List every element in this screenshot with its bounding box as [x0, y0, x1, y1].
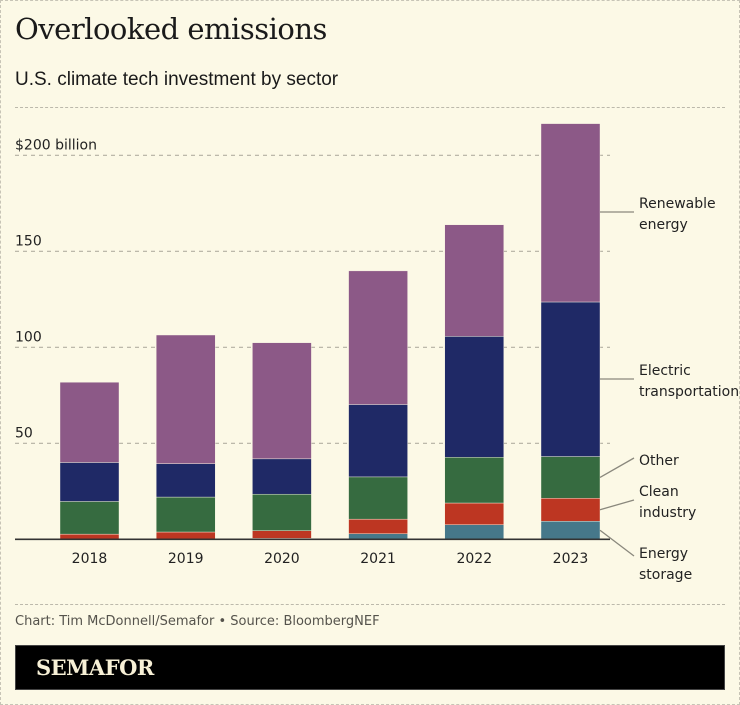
- bar-segment-other: [348, 476, 408, 520]
- bar-segment-energy-storage: [348, 533, 408, 540]
- bar-segment-renewable-energy: [348, 270, 408, 405]
- bar-segment-electric-transportation: [444, 336, 504, 458]
- bar-segment-electric-transportation: [348, 404, 408, 478]
- series-label: Electric: [639, 363, 691, 379]
- leader-line: [599, 499, 635, 511]
- series-label: transportation: [639, 384, 739, 400]
- bar-segment-energy-storage: [444, 524, 504, 540]
- bar-segment-clean-industry: [540, 498, 601, 522]
- bar-segment-renewable-energy: [540, 123, 601, 303]
- y-tick-label: $200 billion: [15, 137, 97, 153]
- chart-subtitle: U.S. climate tech investment by sector: [15, 69, 339, 90]
- bar-segment-other: [540, 456, 601, 499]
- x-tick-label: 2018: [72, 551, 108, 567]
- bar-segment-energy-storage: [540, 521, 601, 540]
- bar-segment-other: [252, 493, 312, 531]
- bar-segment-other: [155, 496, 216, 533]
- bar-segment-electric-transportation: [252, 458, 312, 495]
- series-label: Energy: [639, 546, 688, 562]
- chart-credit: Chart: Tim McDonnell/Semafor • Source: B…: [15, 614, 380, 629]
- bar-segment-renewable-energy: [444, 224, 504, 337]
- bar-segment-clean-industry: [155, 531, 216, 539]
- bar-segment-clean-industry: [252, 530, 312, 539]
- semafor-logo: SEMAFOR: [36, 655, 154, 680]
- bar-segment-renewable-energy: [252, 342, 312, 460]
- bar-segment-electric-transportation: [59, 462, 120, 502]
- x-tick-label: 2020: [264, 551, 300, 567]
- x-tick-label: 2021: [360, 551, 396, 567]
- bar-segment-renewable-energy: [155, 334, 216, 464]
- stacked-bar-chart: 50 100 150 $200 billion 2018 2019 2020 2021 2022…: [15, 123, 739, 583]
- series-label: Clean: [639, 484, 679, 500]
- y-tick-label: 150: [15, 233, 42, 249]
- y-tick-label: 100: [15, 329, 42, 345]
- bar-segment-electric-transportation: [540, 301, 601, 457]
- x-tick-label: 2022: [456, 551, 492, 567]
- bar-segment-clean-industry: [348, 518, 408, 534]
- bottom-divider: [15, 604, 725, 605]
- series-label: Renewable: [639, 196, 716, 212]
- chart-title: Overlooked emissions: [15, 12, 327, 46]
- series-label: storage: [639, 567, 692, 583]
- series-label: energy: [639, 217, 688, 233]
- bar-segment-other: [444, 457, 504, 504]
- series-label: industry: [639, 505, 696, 521]
- x-tick-label: 2023: [553, 551, 589, 567]
- top-divider: [15, 107, 725, 108]
- leader-line: [599, 457, 635, 478]
- bar-segment-clean-industry: [444, 502, 504, 525]
- series-label: Other: [639, 453, 679, 469]
- bar-segment-renewable-energy: [59, 382, 120, 463]
- x-tick-label: 2019: [168, 551, 204, 567]
- leader-line: [599, 529, 635, 557]
- bar-segment-electric-transportation: [155, 463, 216, 498]
- bar-segment-other: [59, 501, 120, 535]
- y-tick-label: 50: [15, 425, 33, 441]
- logo-bar: SEMAFOR: [15, 645, 725, 690]
- bar-segment-clean-industry: [59, 533, 120, 540]
